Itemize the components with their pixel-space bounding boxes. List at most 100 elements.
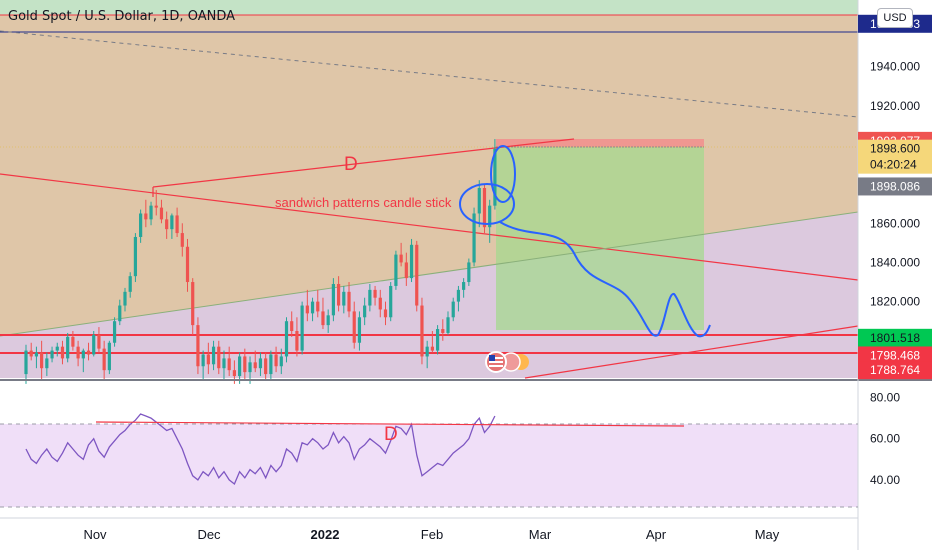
svg-text:1898.600: 1898.600 — [870, 142, 920, 156]
candle — [310, 297, 315, 322]
candle — [175, 207, 179, 237]
candle — [352, 301, 356, 349]
rsi-line[interactable] — [25, 413, 496, 486]
price-label: 1788.764 — [858, 361, 932, 380]
time-tick-label: Apr — [646, 527, 667, 542]
candle — [331, 278, 335, 322]
candle — [227, 346, 231, 377]
stop-zone[interactable] — [496, 139, 704, 147]
time-tick-label: 2022 — [311, 527, 340, 542]
time-tick-label: Dec — [197, 527, 221, 542]
candle — [243, 348, 247, 380]
candle — [430, 330, 434, 353]
candle — [123, 287, 127, 312]
chart-title: Gold Spot / U.S. Dollar, 1D, OANDA — [8, 9, 235, 24]
time-tick-label: Mar — [529, 527, 552, 542]
trendline-descending[interactable] — [0, 173, 859, 281]
candle — [347, 282, 351, 318]
price-label: 1898.086 — [858, 177, 932, 196]
candle — [305, 289, 309, 322]
candle — [415, 240, 419, 312]
candle — [279, 348, 283, 375]
candle — [118, 299, 122, 326]
price-label: 1798.468 — [858, 346, 932, 365]
candle — [165, 211, 169, 239]
candle — [66, 332, 70, 363]
svg-text:1788.764: 1788.764 — [870, 363, 920, 377]
candle — [149, 201, 153, 226]
price-tick-label: 1820.000 — [870, 295, 920, 309]
rsi-tick-label: 60.00 — [870, 432, 900, 446]
candle — [326, 309, 330, 333]
time-tick-label: Feb — [421, 527, 443, 542]
candle — [363, 297, 367, 326]
rsi-axis[interactable]: 80.00 60.00 40.00 — [870, 390, 900, 486]
time-axis[interactable]: Nov Dec 2022 Feb Mar Apr May — [83, 527, 779, 542]
candle — [435, 325, 440, 355]
candle — [34, 346, 39, 369]
candle — [383, 301, 388, 326]
rsi-tick-label: 40.00 — [870, 473, 900, 487]
candle — [284, 317, 289, 363]
divergence-label-rsi: D — [384, 424, 398, 445]
time-tick-label: May — [755, 527, 780, 542]
candle — [264, 352, 268, 380]
candle — [55, 342, 59, 357]
circle-sandwich-2 — [490, 145, 516, 203]
candle — [29, 342, 33, 361]
candle — [45, 352, 49, 377]
price-axis[interactable]: 1940.0001920.0001880.0001860.0001840.000… — [858, 14, 932, 380]
svg-text:1798.468: 1798.468 — [870, 348, 920, 362]
candle — [404, 252, 408, 286]
candle — [373, 285, 377, 306]
candle — [133, 233, 138, 283]
price-label: 1801.518 — [858, 328, 932, 347]
price-tick-label: 1860.000 — [870, 216, 920, 230]
candle — [107, 340, 111, 375]
candle — [269, 350, 273, 380]
candle — [60, 340, 65, 365]
candle — [211, 340, 216, 371]
pattern-label: sandwich patterns candle stick — [275, 195, 452, 210]
candle — [128, 272, 132, 298]
currency-button[interactable]: USD — [877, 8, 913, 28]
candle — [472, 207, 476, 267]
candle — [144, 199, 148, 228]
candle — [86, 342, 91, 361]
candle — [446, 311, 450, 335]
candle — [71, 330, 75, 351]
trendline-ascending-green[interactable] — [0, 211, 859, 337]
candle — [170, 213, 174, 239]
svg-text:04:20:24: 04:20:24 — [870, 158, 917, 172]
candle — [300, 301, 304, 355]
candle — [81, 348, 85, 373]
candle — [316, 289, 320, 318]
candle — [217, 340, 221, 375]
candle — [76, 340, 80, 367]
candle — [368, 283, 372, 312]
candle — [222, 350, 226, 380]
candle — [441, 319, 445, 341]
candle — [112, 317, 117, 347]
candle — [482, 184, 487, 234]
time-tick-label: Nov — [83, 527, 107, 542]
candle — [467, 258, 471, 286]
candle — [451, 297, 455, 322]
candle — [206, 342, 210, 375]
zone-rsi-band — [0, 424, 858, 507]
event-badges[interactable] — [485, 351, 529, 373]
rsi-divergence-line[interactable] — [95, 421, 685, 427]
candle — [201, 350, 205, 380]
candle — [290, 311, 294, 337]
candle — [456, 285, 461, 312]
candle — [477, 180, 481, 228]
circle-sandwich-1 — [459, 183, 515, 225]
candle — [425, 340, 429, 369]
price-tick-label: 1940.000 — [870, 60, 920, 74]
candle — [258, 352, 263, 377]
projection-path[interactable] — [499, 221, 711, 338]
candle — [24, 344, 28, 384]
candle — [238, 352, 242, 384]
